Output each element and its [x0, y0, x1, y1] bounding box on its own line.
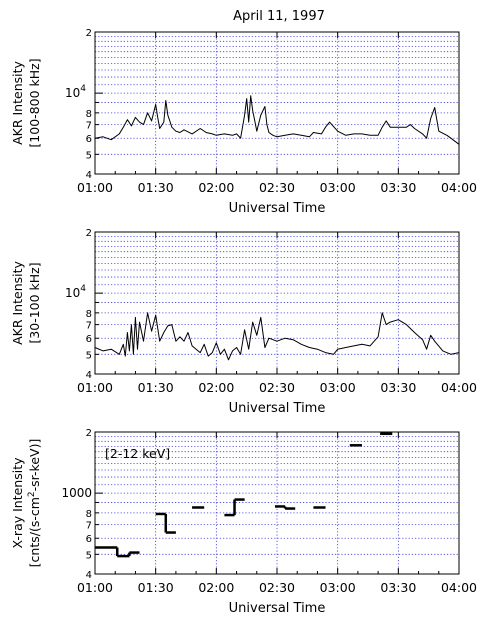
x-tick-label: 01:00 [77, 180, 113, 195]
y-tick-label: 2 [86, 28, 92, 39]
x-tick-label: 03:30 [380, 380, 416, 395]
figure-title: April 11, 1997 [233, 9, 325, 24]
y-tick-label: 2 [86, 228, 92, 239]
series-line-1 [94, 312, 460, 361]
x-tick-label: 04:00 [441, 580, 477, 595]
y-tick-label: 104 [65, 84, 86, 100]
x-tick-label: 03:30 [380, 580, 416, 595]
x-tick-label: 01:00 [77, 380, 113, 395]
y-tick-label: 4 [86, 570, 92, 581]
x-axis-label: Universal Time [229, 201, 326, 216]
y-tick-label: 6 [86, 134, 92, 145]
x-tick-label: 02:00 [198, 180, 234, 195]
x-tick-label: 02:30 [259, 180, 295, 195]
x-axis-label: Universal Time [229, 601, 326, 616]
x-tick-label: 03:00 [320, 380, 356, 395]
y-axis-label: [30-100 kHz] [27, 262, 42, 343]
y-tick-label: 5 [86, 150, 92, 161]
x-tick-label: 04:00 [441, 180, 477, 195]
x-tick-label: 04:00 [441, 380, 477, 395]
y-axis-label: [100-800 kHz] [27, 58, 42, 147]
y-tick-label: 1000 [61, 486, 92, 500]
chart-panel-3: 4 5 6 78 1000 2 01:00 01:30 02:00 02:30 03:00 03:30… [10, 428, 477, 616]
y-tick-label: 7 [86, 521, 92, 532]
y-tick-label: 7 [86, 121, 92, 132]
x-axis-label: Universal Time [229, 401, 326, 416]
y-axis-label: X-ray Intensity [10, 457, 25, 549]
x-tick-label: 03:00 [320, 180, 356, 195]
x-tick-label: 02:30 [259, 580, 295, 595]
x-tick-label: 01:30 [138, 580, 174, 595]
x-tick-label: 02:00 [198, 580, 234, 595]
y-tick-label: 6 [86, 334, 92, 345]
x-tick-label: 01:30 [138, 380, 174, 395]
y-tick-label: 5 [86, 550, 92, 561]
y-tick-label: 7 [86, 321, 92, 332]
y-tick-label: 4 [86, 370, 92, 381]
x-tick-label: 02:30 [259, 380, 295, 395]
x-tick-label: 03:00 [320, 580, 356, 595]
y-tick-label: 6 [86, 534, 92, 545]
energy-band-annotation: [2-12 keV] [105, 446, 170, 461]
y-tick-label: 5 [86, 350, 92, 361]
x-tick-label: 01:30 [138, 180, 174, 195]
y-axis-label: [cnts/(s-cm2-sr-keV)] [27, 439, 42, 568]
x-tick-label: 02:00 [198, 380, 234, 395]
y-axis-label: AKR Intensity [10, 260, 25, 344]
y-tick-label: 4 [86, 170, 92, 181]
y-axis-label: AKR Intensity [10, 60, 25, 144]
series-line-1 [94, 95, 460, 145]
y-tick-label: 8 [86, 509, 92, 520]
y-tick-label: 2 [86, 428, 92, 439]
y-tick-label: 104 [65, 284, 86, 300]
y-tick-label: 8 [86, 109, 92, 120]
y-tick-label: 8 [86, 309, 92, 320]
x-tick-label: 01:00 [77, 580, 113, 595]
x-tick-label: 03:30 [380, 180, 416, 195]
